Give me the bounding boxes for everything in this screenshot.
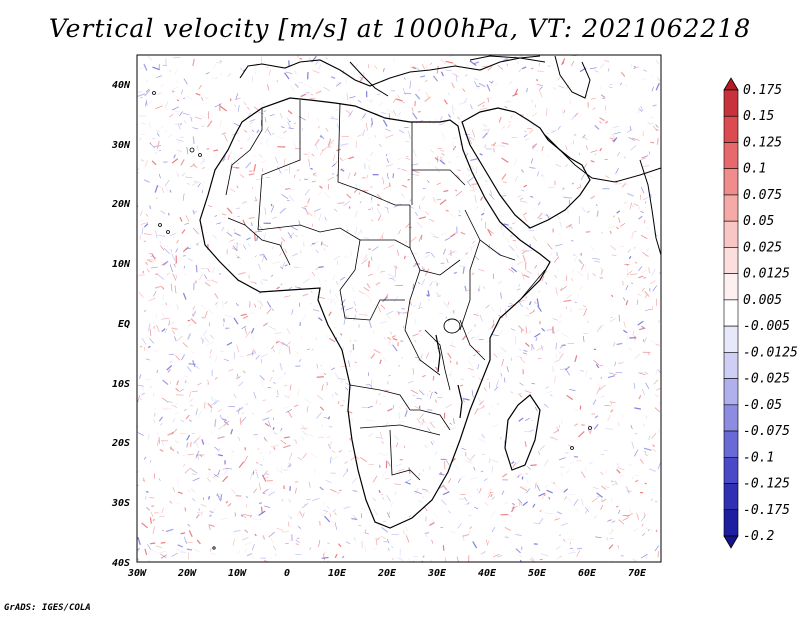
colorbar-label: -0.0125 xyxy=(743,345,798,360)
x-tick-label: 40E xyxy=(478,568,497,579)
colorbar-label: -0.075 xyxy=(743,424,790,439)
colorbar-swatch xyxy=(723,89,739,117)
x-tick-label: 20E xyxy=(377,568,397,579)
black-sea-coast xyxy=(469,55,546,63)
colorbar-label: -0.175 xyxy=(743,503,790,518)
colorbar-swatch xyxy=(723,115,739,143)
colorbar-label: 0.15 xyxy=(743,109,774,124)
colorbar-label: -0.2 xyxy=(743,529,774,544)
plot-area xyxy=(136,54,662,563)
colorbar-label: -0.1 xyxy=(743,450,774,465)
colorbar-swatch xyxy=(723,168,739,196)
colorbar-label: 0.05 xyxy=(743,214,774,229)
africa-coastline xyxy=(199,97,551,529)
y-tick-label: 30N xyxy=(111,140,131,151)
x-tick-label: 10E xyxy=(328,568,347,579)
x-tick-label: 0 xyxy=(284,568,290,579)
x-tick-label: 10W xyxy=(228,568,247,579)
colorbar-max-arrow xyxy=(723,77,739,91)
colorbar-min-arrow xyxy=(723,535,739,549)
x-tick-label: 60E xyxy=(578,568,597,579)
persian-gulf-coast xyxy=(544,134,662,183)
colorbar-label: 0.175 xyxy=(743,83,782,98)
europe-coastline xyxy=(239,55,541,87)
plot-frame xyxy=(136,54,662,563)
madagascar-coastline xyxy=(504,394,541,471)
lake-victoria xyxy=(443,318,461,334)
x-tick-label: 70E xyxy=(628,568,647,579)
islands xyxy=(152,91,592,550)
map-title: Vertical velocity [m/s] at 1000hPa, VT: … xyxy=(48,14,752,43)
x-tick-label: 50E xyxy=(528,568,547,579)
x-tick-label: 20W xyxy=(177,568,197,579)
colorbar-swatch xyxy=(723,247,739,274)
colorbar-label: 0.005 xyxy=(743,293,782,308)
y-tick-label: 20N xyxy=(111,199,131,210)
lake-malawi xyxy=(457,384,463,419)
colorbar-swatch xyxy=(723,430,739,458)
x-tick-label: 30W xyxy=(127,568,147,579)
colorbar-label: -0.025 xyxy=(743,372,790,387)
colorbar-label: -0.05 xyxy=(743,398,782,413)
grads-credit: GrADS: IGES/COLA xyxy=(4,603,91,613)
arabia-coastline xyxy=(461,107,591,229)
colorbar-swatch xyxy=(723,352,739,379)
colorbar-label: 0.075 xyxy=(743,188,782,203)
colorbar-label: -0.005 xyxy=(743,319,790,334)
india-coast xyxy=(639,159,662,256)
x-axis-labels: 30W 20W 10W 0 10E 20E 30E 40E 50E 60E 70… xyxy=(127,568,647,579)
y-tick-label: 10S xyxy=(112,379,130,390)
country-borders xyxy=(225,100,546,481)
colorbar-swatch xyxy=(723,509,739,537)
italy-coastline xyxy=(349,61,389,97)
colorbar-swatch xyxy=(723,456,739,484)
colorbar-swatch xyxy=(723,483,739,511)
caspian-coast xyxy=(554,55,591,99)
colorbar: 0.175 0.15 0.125 0.1 0.075 0.05 0.025 0.0125 0.0… xyxy=(723,77,798,549)
y-tick-label: 40N xyxy=(112,80,131,91)
y-axis-labels: 40N 30N 20N 10N EQ 10S 20S 30S 40S xyxy=(111,80,131,569)
colorbar-label: 0.125 xyxy=(743,135,782,150)
colorbar-swatch xyxy=(723,404,739,432)
colorbar-swatch xyxy=(723,142,739,170)
x-tick-label: 30E xyxy=(427,568,447,579)
colorbar-label: 0.1 xyxy=(743,162,766,177)
colorbar-label: 0.0125 xyxy=(743,267,790,282)
y-tick-label: 10N xyxy=(112,259,131,270)
colorbar-swatch xyxy=(723,299,739,327)
y-tick-label: 40S xyxy=(112,558,130,569)
colorbar-swatch xyxy=(723,378,739,406)
colorbar-swatch xyxy=(723,220,739,248)
y-tick-label: EQ xyxy=(118,319,130,330)
y-tick-label: 20S xyxy=(111,438,130,449)
y-tick-label: 30S xyxy=(111,498,130,509)
colorbar-label: 0.025 xyxy=(743,240,782,255)
colorbar-swatch xyxy=(723,194,739,222)
colorbar-swatch xyxy=(723,325,739,353)
colorbar-label: -0.125 xyxy=(743,477,790,492)
lake-tanganyika xyxy=(435,334,441,373)
colorbar-swatch xyxy=(723,273,739,301)
